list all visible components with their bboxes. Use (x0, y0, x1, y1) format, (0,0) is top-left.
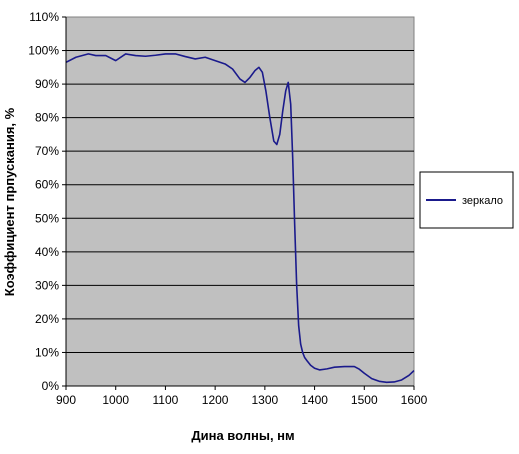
series-line-зеркало (65, 53, 415, 384)
x-axis-ticks: 900 1000 1100 1200 1300 1400 1500 1600 (56, 386, 428, 407)
legend: зеркало (419, 171, 514, 229)
gridlines (66, 50, 414, 353)
y-tick-label: 20% (35, 312, 59, 326)
y-tick-label: 50% (35, 211, 59, 225)
y-tick-label: 70% (35, 144, 59, 158)
y-tick-label: 10% (35, 345, 59, 359)
y-tick-label: 80% (35, 111, 59, 125)
y-axis-title: Коэффициент прпускания, % (2, 107, 17, 296)
y-tick-label: 40% (35, 245, 59, 259)
x-tick-label: 1100 (153, 393, 179, 407)
y-tick-label: 110% (29, 10, 59, 24)
y-tick-label: 0% (42, 379, 60, 393)
y-tick-label: 90% (35, 77, 59, 91)
y-tick-label: 100% (28, 44, 59, 58)
x-tick-label: 1000 (102, 393, 129, 407)
legend-label: зеркало (462, 195, 503, 207)
y-axis-ticks: 0% 10% 20% 30% 40% 50% 60% 70% 80% 90% 100% 110% (28, 10, 66, 393)
x-tick-label: 1500 (351, 393, 378, 407)
y-tick-label: 30% (35, 278, 59, 292)
plot-area (65, 16, 415, 387)
x-tick-label: 1300 (252, 393, 279, 407)
x-tick-label: 1600 (401, 393, 428, 407)
y-tick-label: 60% (35, 178, 59, 192)
series-group (65, 53, 415, 384)
x-tick-label: 1200 (202, 393, 229, 407)
x-tick-label: 900 (56, 393, 76, 407)
x-axis-title: Дина волны, нм (191, 428, 294, 443)
x-tick-label: 1400 (301, 393, 328, 407)
